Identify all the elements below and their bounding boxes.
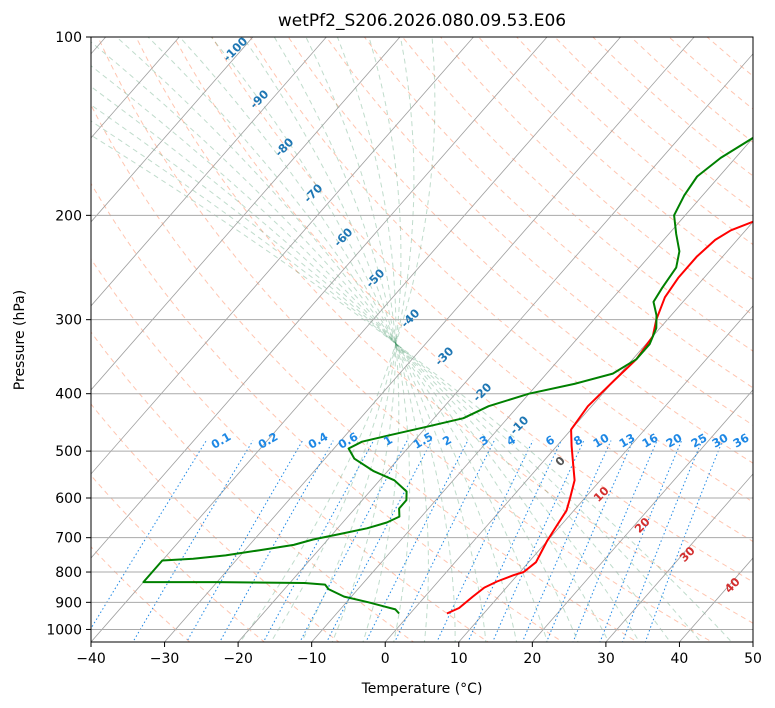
isotherm <box>532 389 753 642</box>
moist-adiabat <box>239 37 436 642</box>
y-tick-label: 200 <box>55 208 82 224</box>
dry-adiabat <box>287 37 753 464</box>
mixing-ratio-label: 20 <box>664 430 685 450</box>
mixing-ratio-line <box>521 440 612 642</box>
isotherm <box>605 473 753 642</box>
mixing-ratio-label: 36 <box>731 430 752 450</box>
y-tick-label: 900 <box>55 595 82 611</box>
moist-adiabat <box>91 65 610 642</box>
x-tick-label: 0 <box>381 651 390 667</box>
mixing-ratio-line <box>219 440 334 642</box>
dry-adiabat <box>97 37 713 642</box>
y-tick-label: 1000 <box>46 622 82 638</box>
isotherm <box>91 37 474 475</box>
mixing-ratio-label: 10 <box>591 430 612 450</box>
dry-adiabat <box>91 331 415 642</box>
y-axis-label: Pressure (hPa) <box>12 290 28 390</box>
y-tick-label: 800 <box>55 565 82 581</box>
mixing-ratio-label: 13 <box>617 430 638 450</box>
y-tick-label: 600 <box>55 491 82 507</box>
isotherm <box>164 37 695 642</box>
isotherm <box>237 53 753 642</box>
dry-adiabat <box>363 37 753 389</box>
y-tick-label: 700 <box>55 531 82 547</box>
isotherm <box>91 37 327 307</box>
dry-adiabat <box>91 257 489 642</box>
mixing-ratio-label: 25 <box>689 430 710 450</box>
dry-adiabat <box>173 37 753 583</box>
y-tick-label: 100 <box>55 30 82 46</box>
mixing-ratio-line <box>365 440 469 642</box>
moist-adiabat <box>305 37 400 642</box>
isotherm <box>91 37 621 642</box>
x-axis-label: Temperature (°C) <box>361 681 483 697</box>
moist-adiabat <box>179 37 487 642</box>
dry-adiabat <box>439 37 753 316</box>
dry-adiabat <box>135 37 753 624</box>
mixing-ratio-line <box>492 440 585 642</box>
mixing-ratio-label: 30 <box>710 430 731 450</box>
mixing-ratio-line <box>572 440 658 642</box>
moist-adiabat <box>91 41 579 642</box>
x-tick-label: 40 <box>671 651 689 667</box>
x-tick-label: 20 <box>523 651 541 667</box>
series-line-0 <box>446 220 753 615</box>
x-tick-label: −20 <box>223 651 253 667</box>
moist-adiabat <box>331 37 397 642</box>
mixing-ratio-line <box>132 440 254 642</box>
dry-adiabat <box>91 182 564 642</box>
y-tick-label: 300 <box>55 313 82 329</box>
moist-adiabat <box>91 104 671 642</box>
moist-adiabat <box>270 37 415 642</box>
dry-adiabat <box>91 474 266 642</box>
moist-adiabat <box>91 120 702 642</box>
moist-adiabat <box>91 86 640 642</box>
moist-adiabat <box>301 37 402 642</box>
moist-adiabat <box>91 134 733 642</box>
y-tick-label: 400 <box>55 387 82 403</box>
mixing-ratio-line <box>326 440 433 642</box>
isotherm <box>91 37 254 223</box>
mixing-ratio-line <box>546 440 634 642</box>
mixing-ratio-line <box>299 440 408 642</box>
mixing-ratio-line <box>394 440 495 642</box>
x-tick-label: −30 <box>150 651 180 667</box>
moist-adiabat <box>115 37 548 642</box>
moist-adiabat <box>242 37 429 642</box>
series-line-1 <box>142 136 753 615</box>
dry-adiabat <box>211 37 753 543</box>
dry-adiabat <box>91 546 191 642</box>
isotherm <box>91 37 548 559</box>
mixing-ratio-line <box>262 440 375 642</box>
x-tick-label: −10 <box>297 651 327 667</box>
plot-frame <box>90 36 754 643</box>
mixing-ratio-label: 16 <box>640 430 661 450</box>
moist-adiabat <box>147 37 518 642</box>
mixing-ratio-line <box>436 440 534 642</box>
x-tick-label: −40 <box>76 651 106 667</box>
chart-title: wetPf2_S206.2026.080.09.53.E06 <box>278 11 566 31</box>
dry-adiabat <box>91 103 639 642</box>
x-tick-label: 50 <box>744 651 762 667</box>
x-tick-label: 10 <box>450 651 468 667</box>
isotherm <box>91 37 401 391</box>
mixing-ratio-line <box>186 440 304 642</box>
y-tick-label: 500 <box>55 444 82 460</box>
x-tick-label: 30 <box>597 651 615 667</box>
